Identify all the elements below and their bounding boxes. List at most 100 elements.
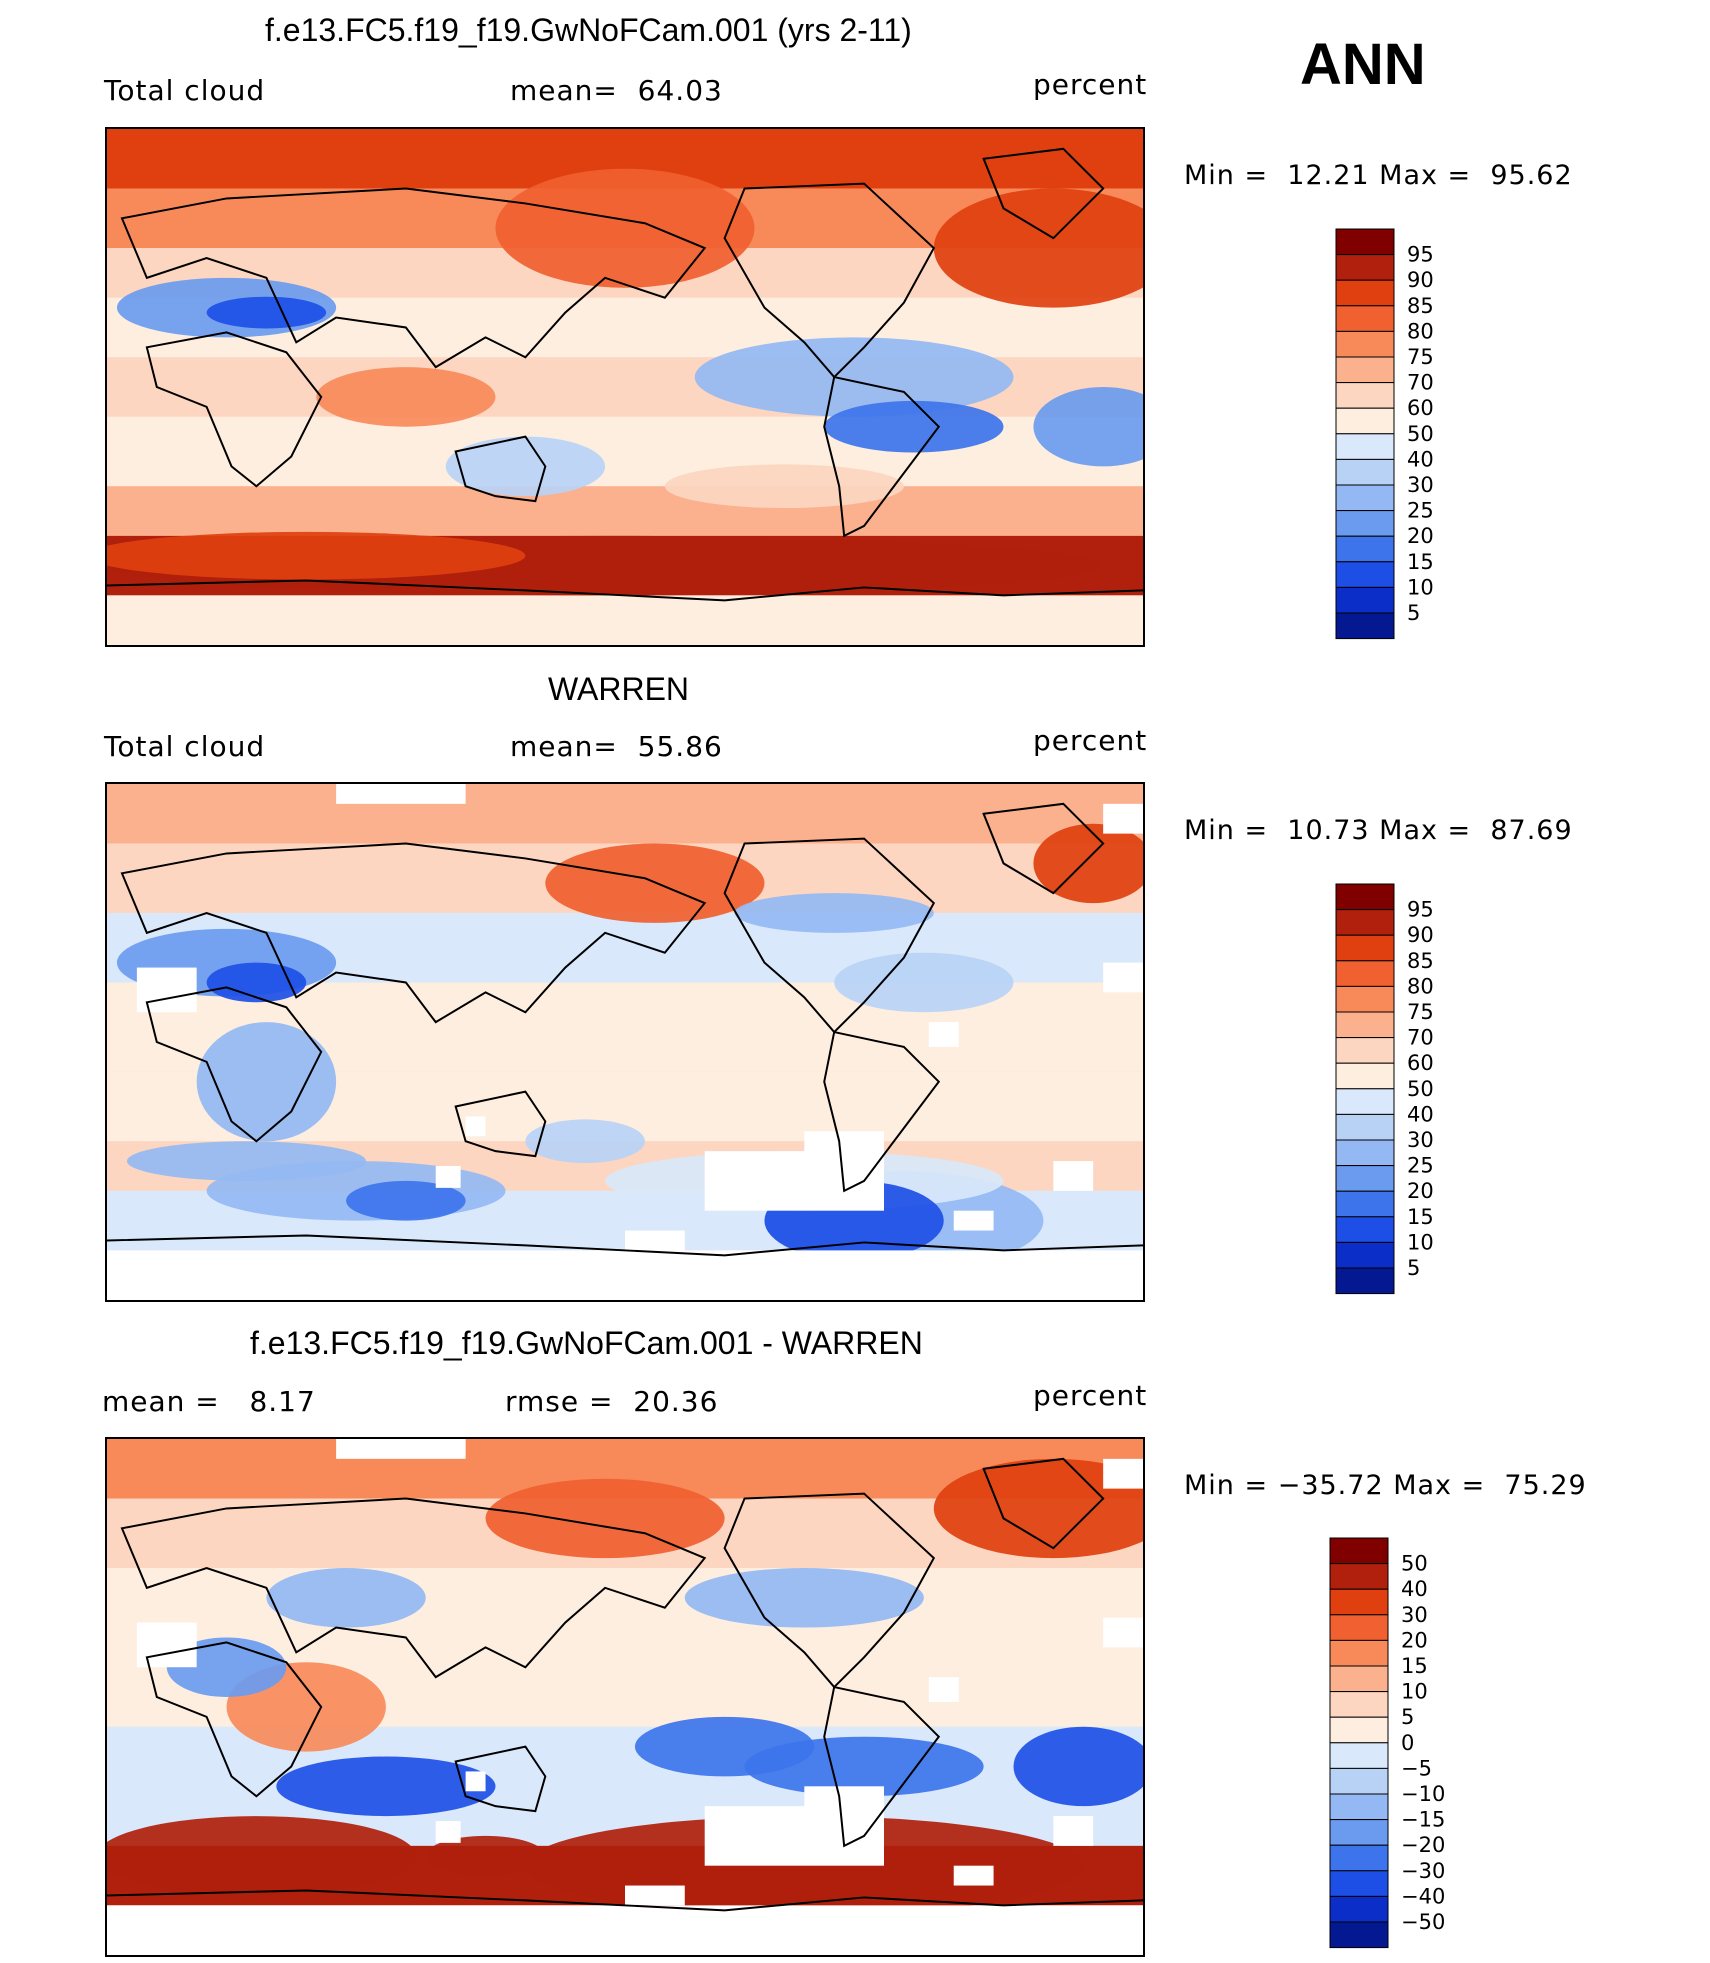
field-blob xyxy=(744,1736,984,1797)
field-blob xyxy=(824,400,1004,453)
missing-data-mask xyxy=(465,1116,486,1137)
missing-data-mask xyxy=(107,1905,1143,1955)
coastline xyxy=(107,579,1143,602)
panel1-units-label: percent xyxy=(1033,68,1148,101)
colorbar-tick-label: −30 xyxy=(1401,1859,1445,1883)
colorbar-tick-label: −15 xyxy=(1401,1808,1445,1832)
colorbar-box xyxy=(1335,960,1395,987)
coastline xyxy=(823,1685,941,1848)
coastline xyxy=(107,1234,1143,1257)
colorbar-box xyxy=(1335,1190,1395,1218)
panel3-map xyxy=(105,1437,1145,1957)
coastline xyxy=(982,802,1105,895)
missing-data-mask xyxy=(625,1230,685,1251)
coastline xyxy=(823,375,941,538)
colorbar-box xyxy=(1335,254,1395,281)
colorbar-box xyxy=(1329,1819,1389,1846)
colorbar-box xyxy=(1335,1037,1395,1064)
field-blob xyxy=(485,1478,725,1559)
colorbar-tick-label: 95 xyxy=(1407,243,1434,267)
colorbar-tick-label: −40 xyxy=(1401,1884,1445,1908)
colorbar-box xyxy=(1335,433,1395,460)
coastline xyxy=(454,1745,547,1813)
missing-data-mask xyxy=(1103,803,1143,834)
season-label: ANN xyxy=(1300,32,1426,97)
coastline xyxy=(723,837,936,1034)
colorbar-tick-label: 75 xyxy=(1407,345,1434,369)
colorbar-box xyxy=(1335,305,1395,332)
colorbar-tick-label: 80 xyxy=(1407,974,1434,998)
missing-data-mask xyxy=(465,1771,486,1792)
colorbar-box xyxy=(1335,1088,1395,1115)
colorbar-tick-label: 50 xyxy=(1401,1552,1428,1576)
coastline xyxy=(982,147,1105,240)
colorbar-tick-label: 5 xyxy=(1407,1256,1420,1280)
field-blob xyxy=(316,367,496,427)
panel3-minmax: Min = −35.72 Max = 75.29 xyxy=(1184,1470,1587,1501)
colorbar-tick-label: 30 xyxy=(1407,1128,1434,1152)
colorbar-box xyxy=(1329,1588,1389,1616)
field-blob xyxy=(664,464,904,509)
colorbar-box xyxy=(1329,1563,1389,1590)
colorbar-tick-label: 80 xyxy=(1407,319,1434,343)
missing-data-mask xyxy=(625,1885,685,1906)
missing-data-mask xyxy=(704,1806,884,1866)
colorbar-box xyxy=(1335,612,1395,640)
colorbar-tick-label: 20 xyxy=(1401,1628,1428,1652)
coastline xyxy=(454,435,547,503)
panel2-minmax: Min = 10.73 Max = 87.69 xyxy=(1184,815,1573,846)
missing-data-mask xyxy=(704,1151,884,1211)
colorbar-box xyxy=(1335,458,1395,486)
colorbar-box xyxy=(1329,1921,1389,1949)
colorbar-tick-label: 15 xyxy=(1401,1654,1428,1678)
field-blob xyxy=(933,1458,1143,1559)
missing-data-mask xyxy=(435,1821,461,1843)
colorbar-box xyxy=(1329,1742,1389,1769)
colorbar-box xyxy=(1335,1241,1395,1269)
colorbar-box xyxy=(1335,883,1395,911)
colorbar-box xyxy=(1335,1139,1395,1167)
colorbar-box xyxy=(1335,909,1395,936)
field-blob xyxy=(206,296,327,329)
coastline xyxy=(120,1497,707,1679)
colorbar-tick-label: 15 xyxy=(1407,550,1434,574)
colorbar-tick-label: 90 xyxy=(1407,923,1434,947)
coastline xyxy=(145,331,323,488)
missing-data-mask xyxy=(136,967,197,1013)
missing-data-mask xyxy=(1103,962,1143,993)
coastline xyxy=(723,1492,936,1689)
colorbar-box xyxy=(1335,1113,1395,1141)
colorbar-box xyxy=(1329,1639,1389,1667)
panel2-colorbar: 95 90 85 80 75 70 60 50 40 30 25 20 15 10 5 xyxy=(1335,883,1475,1297)
colorbar-tick-label: 15 xyxy=(1407,1205,1434,1229)
colorbar-box xyxy=(1329,1665,1389,1693)
field-blob xyxy=(276,1756,496,1817)
field-blob xyxy=(1033,387,1143,467)
colorbar-box xyxy=(1335,407,1395,435)
colorbar-box xyxy=(1335,330,1395,358)
panel1-colorbar: 95 90 85 80 75 70 60 50 40 30 25 20 15 10 5 xyxy=(1335,228,1475,642)
missing-data-mask xyxy=(928,1022,959,1047)
colorbar-tick-label: 30 xyxy=(1401,1603,1428,1627)
coastline xyxy=(823,1030,941,1193)
colorbar-box xyxy=(1329,1716,1389,1744)
colorbar-tick-label: 85 xyxy=(1407,949,1434,973)
colorbar-tick-label: −50 xyxy=(1401,1910,1445,1934)
coastline xyxy=(145,1641,323,1798)
colorbar-tick-label: 10 xyxy=(1401,1680,1428,1704)
coastline xyxy=(120,842,707,1024)
colorbar-box xyxy=(1335,535,1395,563)
panel1-title: f.e13.FC5.f19_f19.GwNoFCam.001 (yrs 2-11… xyxy=(265,12,912,48)
colorbar-box xyxy=(1335,985,1395,1013)
colorbar-tick-label: 10 xyxy=(1407,575,1434,599)
field-blob xyxy=(684,1568,924,1628)
colorbar-box xyxy=(1329,1844,1389,1872)
colorbar-box xyxy=(1329,1537,1389,1565)
colorbar-box xyxy=(1329,1895,1389,1923)
colorbar-box xyxy=(1335,1062,1395,1090)
missing-data-mask xyxy=(953,1210,994,1231)
missing-data-mask xyxy=(336,784,466,804)
colorbar-box xyxy=(1335,1267,1395,1295)
panel3-title: f.e13.FC5.f19_f19.GwNoFCam.001 - WARREN xyxy=(250,1325,923,1361)
panel2-variable-label: Total cloud xyxy=(104,730,266,763)
